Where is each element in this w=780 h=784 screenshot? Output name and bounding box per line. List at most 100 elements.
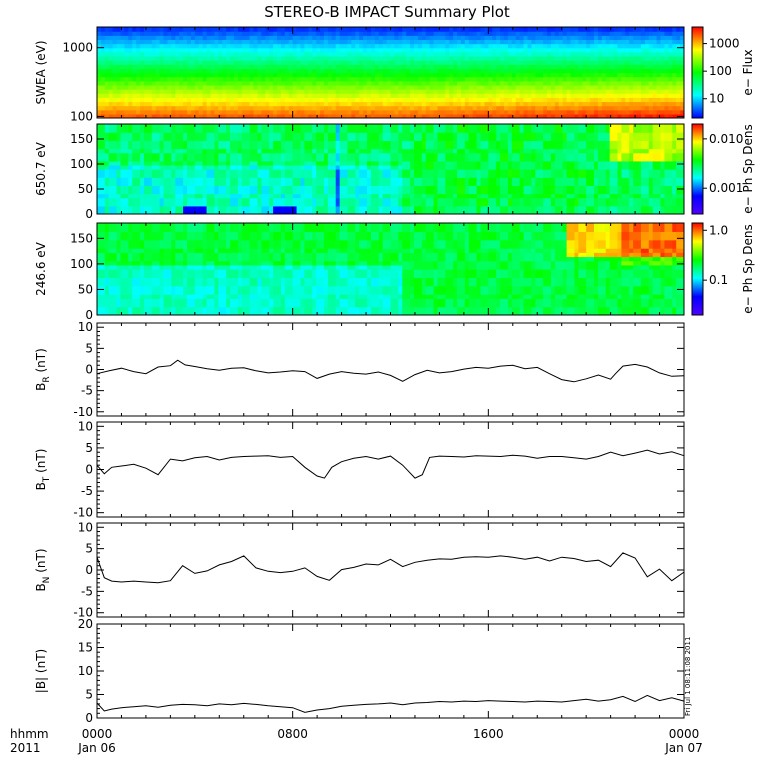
spectrogram-cell <box>578 85 583 90</box>
spectrogram-cell <box>477 110 482 115</box>
spectrogram-cell <box>269 60 274 65</box>
spectrogram-cell <box>336 89 341 94</box>
spectrogram-cell <box>242 101 247 106</box>
spectrogram-cell <box>191 77 196 82</box>
spectrogram-cell <box>571 35 576 40</box>
spectrogram-cell <box>606 93 611 98</box>
spectrogram-cell <box>304 31 309 36</box>
spectrogram-cell <box>183 181 188 186</box>
spectrogram-cell <box>614 39 619 44</box>
spectrogram-cell <box>371 106 376 111</box>
spectrogram-cell <box>453 189 458 194</box>
spectrogram-cell <box>661 85 666 90</box>
spectrogram-cell <box>555 68 560 73</box>
spectrogram-cell <box>473 89 478 94</box>
spectrogram-cell <box>406 106 411 111</box>
spectrogram-cell <box>132 77 137 82</box>
spectrogram-cell <box>461 77 466 82</box>
spectrogram-cell <box>148 194 153 199</box>
spectrogram-cell <box>414 56 419 61</box>
spectrogram-cell <box>316 173 321 178</box>
spectrogram-cell <box>257 189 262 194</box>
spectrogram-cell <box>124 81 129 86</box>
spectrogram-cell <box>504 48 509 53</box>
spectrogram-cell <box>199 185 204 190</box>
spectrogram-cell <box>300 27 305 32</box>
spectrogram-cell <box>226 169 231 174</box>
spectrogram-cell <box>273 44 278 49</box>
spectrogram-cell <box>347 68 352 73</box>
spectrogram-cell <box>203 198 208 203</box>
spectrogram-cell <box>187 27 192 32</box>
spectrogram-cell <box>359 202 364 207</box>
spectrogram-cell <box>590 77 595 82</box>
y-tick-label: 1000 <box>62 41 93 55</box>
spectrogram-cell <box>629 35 634 40</box>
spectrogram-cell <box>164 64 169 69</box>
spectrogram-cell <box>418 97 423 102</box>
spectrogram-cell <box>422 194 427 199</box>
spectrogram-cell <box>324 110 329 115</box>
spectrogram-cell <box>414 52 419 57</box>
spectrogram-cell <box>140 194 145 199</box>
spectrogram-cell <box>445 110 450 115</box>
spectrogram-cell <box>657 101 662 106</box>
spectrogram-cell <box>500 89 505 94</box>
spectrogram-cell <box>614 68 619 73</box>
spectrogram-cell <box>437 77 442 82</box>
spectrogram-cell <box>426 169 431 174</box>
spectrogram-cell <box>625 181 630 186</box>
spectrogram-cell <box>527 48 532 53</box>
spectrogram-cell <box>226 101 231 106</box>
spectrogram-cell <box>132 202 137 207</box>
spectrogram-cell <box>273 48 278 53</box>
spectrogram-cell <box>426 185 431 190</box>
spectrogram-cell <box>375 181 380 186</box>
spectrogram-cell <box>105 68 110 73</box>
spectrogram-cell <box>469 27 474 32</box>
spectrogram-cell <box>625 35 630 40</box>
spectrogram-cell <box>586 81 591 86</box>
spectrogram-cell <box>406 206 411 211</box>
spectrogram-cell <box>602 110 607 115</box>
spectrogram-cell <box>160 177 165 182</box>
spectrogram-cell <box>246 106 251 111</box>
spectrogram-cell <box>633 48 638 53</box>
spectrogram-cell <box>136 48 141 53</box>
spectrogram-cell <box>629 93 634 98</box>
spectrogram-cell <box>109 198 114 203</box>
spectrogram-cell <box>203 64 208 69</box>
spectrogram-cell <box>324 35 329 40</box>
spectrogram-cell <box>621 39 626 44</box>
spectrogram-cell <box>304 89 309 94</box>
spectrogram-cell <box>254 56 259 61</box>
spectrogram-cell <box>320 185 325 190</box>
spectrogram-cell <box>363 27 368 32</box>
spectrogram-cell <box>285 85 290 90</box>
spectrogram-cell <box>320 206 325 211</box>
spectrogram-cell <box>473 44 478 49</box>
spectrogram-cell <box>625 93 630 98</box>
spectrogram-cell <box>359 31 364 36</box>
spectrogram-cell <box>218 56 223 61</box>
spectrogram-cell <box>391 93 396 98</box>
spectrogram-cell <box>207 181 212 186</box>
spectrogram-cell <box>571 185 576 190</box>
spectrogram-cell <box>434 31 439 36</box>
spectrogram-cell <box>363 31 368 36</box>
spectrogram-cell <box>578 77 583 82</box>
spectrogram-cell <box>637 52 642 57</box>
spectrogram-cell <box>488 177 493 182</box>
spectrogram-cell <box>367 202 372 207</box>
spectrogram-cell <box>97 31 102 36</box>
spectrogram-cell <box>535 198 540 203</box>
spectrogram-cell <box>375 60 380 65</box>
spectrogram-cell <box>300 64 305 69</box>
spectrogram-cell <box>394 27 399 32</box>
spectrogram-cell <box>195 64 200 69</box>
spectrogram-cell <box>453 185 458 190</box>
spectrogram-cell <box>269 31 274 36</box>
spectrogram-cell <box>328 44 333 49</box>
spectrogram-cell <box>300 60 305 65</box>
spectrogram-cell <box>547 73 552 78</box>
